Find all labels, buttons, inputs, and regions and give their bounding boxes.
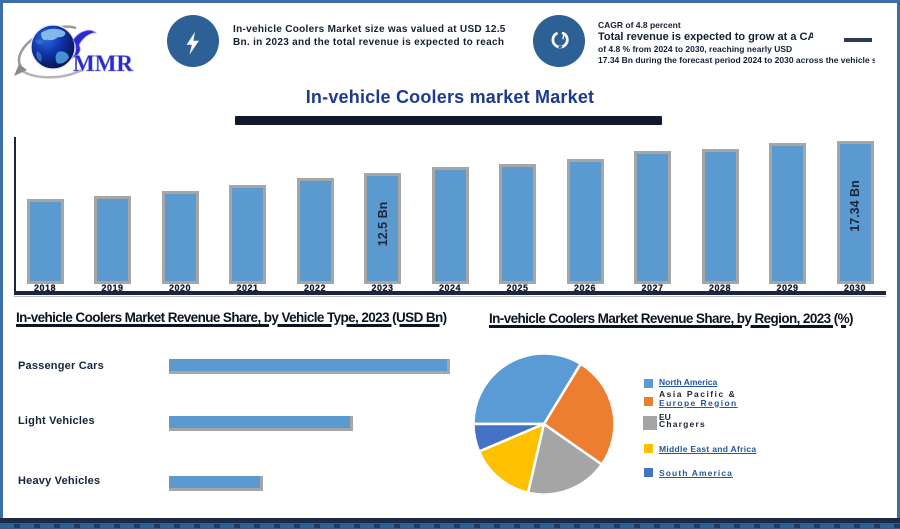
svg-text:MMR: MMR: [73, 51, 133, 76]
